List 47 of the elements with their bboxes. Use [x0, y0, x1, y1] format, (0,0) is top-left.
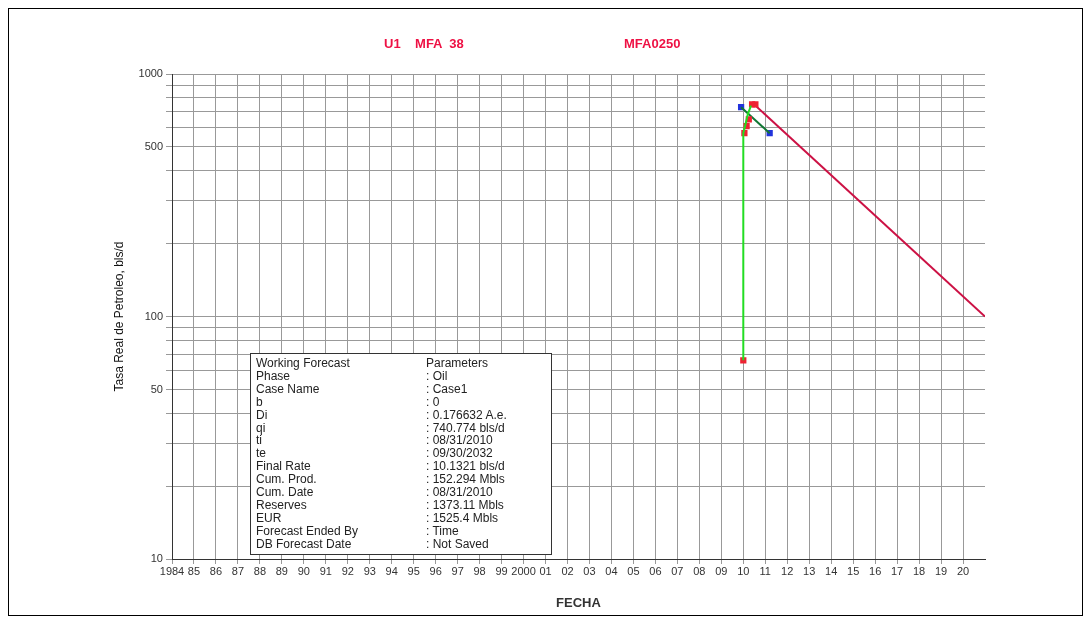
x-tick-label: 11	[759, 564, 771, 577]
y-tick-label: 50	[150, 382, 163, 395]
y-tick-label: 10	[150, 552, 163, 565]
x-tick-label: 91	[319, 564, 332, 577]
x-tick-label: 93	[363, 564, 376, 577]
x-tick-label: 19	[934, 564, 948, 577]
x-tick-label: 90	[297, 564, 310, 577]
y-tick-label: 1000	[138, 67, 163, 80]
x-tick-label: 14	[825, 564, 838, 577]
y-axis-title: Tasa Real de Petroleo, bls/d	[111, 241, 126, 392]
x-tick-label: 08	[693, 564, 706, 577]
x-tick-label: 99	[495, 564, 508, 577]
x-tick-label: 18	[912, 564, 926, 577]
x-tick-label: 87	[231, 564, 245, 577]
y-tick-label: 100	[144, 309, 163, 322]
x-tick-label: 09	[715, 564, 728, 577]
y-tick-label: 500	[144, 140, 163, 153]
x-tick-label: 05	[627, 564, 640, 577]
x-tick-label: 1984	[159, 564, 185, 577]
x-tick-label: 07	[671, 564, 684, 577]
x-tick-label: 94	[385, 564, 398, 577]
x-tick-label: 98	[473, 564, 486, 577]
x-tick-label: 96	[429, 564, 442, 577]
chart-title: U1 MFA 38	[384, 35, 464, 51]
text-box: Working Forecast Parameters Phase : Oil Case Name : Case1 b : 0 Di : 0.176632 A.e. qi : 740.774 bls/d ti : 08/31/2010 te : 09/30/2032 Final Rate : 10.1321 bls/d Cum. Prod. : 152.294 Mbls Cum. Date : 08/31/2010 Reserves : 1373.11 Mbls EUR : 1525.4 Mbls Forecast Ended By : Time DB Forecast Date : Not Saved	[250, 353, 552, 555]
x-tick-label: 89	[275, 564, 288, 577]
x-tick-label: 04	[605, 564, 618, 577]
x-tick-label: 92	[341, 564, 354, 577]
x-tick-label: 17	[890, 564, 904, 577]
x-tick-label: 13	[803, 564, 816, 577]
x-tick-label: 88	[253, 564, 267, 577]
x-tick-label: 86	[209, 564, 223, 577]
chart-subtitle: MFA0250	[624, 35, 681, 51]
x-tick-label: 16	[869, 564, 882, 577]
x-tick-label: 15	[847, 564, 860, 577]
x-tick-label: 85	[187, 564, 201, 577]
x-tick-label: 10	[737, 564, 750, 577]
x-tick-label: 03	[583, 564, 596, 577]
x-tick-label: 2000	[511, 564, 536, 577]
x-tick-label: 95	[407, 564, 420, 577]
x-tick-label: 06	[649, 564, 662, 577]
x-tick-label: 12	[781, 564, 794, 577]
x-tick-label: 97	[451, 564, 464, 577]
x-axis-title: FECHA	[556, 594, 602, 610]
x-tick-label: 20	[956, 564, 970, 577]
x-tick-label: 02	[561, 564, 574, 577]
x-tick-label: 01	[539, 564, 552, 577]
